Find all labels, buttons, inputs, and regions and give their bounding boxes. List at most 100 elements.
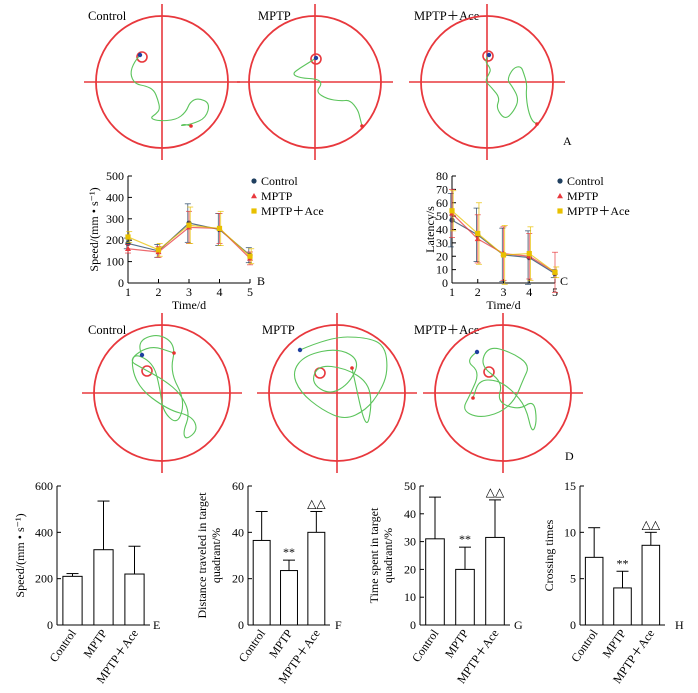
swim-path — [131, 335, 197, 439]
y-tick-label: 40 — [436, 223, 448, 237]
path-end-dot — [535, 122, 539, 126]
y-tick-label: 30 — [404, 535, 416, 549]
series-control — [447, 192, 558, 285]
path-start-dot — [297, 347, 303, 353]
y-axis-title-line: Distance traveled in target — [195, 492, 209, 619]
y-axis-title: Crossing times — [542, 519, 556, 591]
data-point — [526, 250, 532, 257]
platform-target — [136, 51, 148, 63]
pool-title: MPTP＋Ace — [414, 323, 480, 337]
pool-title: Control — [88, 323, 127, 337]
pool-title: MPTP — [258, 9, 291, 23]
significance-mark: △△ — [642, 517, 661, 531]
x-tick-label: 2 — [156, 285, 162, 299]
bar — [425, 538, 445, 626]
y-tick-label: 50 — [404, 479, 416, 493]
path-start-dot — [313, 55, 319, 61]
legend-entry: MPTP＋Ace — [261, 204, 324, 218]
bar — [584, 556, 604, 626]
y-tick-label: 15 — [564, 479, 576, 493]
panel-letter-d: D — [565, 449, 574, 463]
x-axis-title: Time/d — [486, 298, 520, 312]
y-axis-title: Latency/s — [423, 206, 437, 253]
significance-mark: ** — [459, 532, 471, 546]
swim-path — [130, 54, 210, 127]
y-axis-title: Time spent in targetquadrant/% — [367, 507, 395, 603]
x-tick-label: 2 — [475, 285, 481, 299]
data-point — [557, 193, 563, 199]
pool-D-3: MPTP＋Ace — [414, 313, 583, 473]
y-tick-label: 60 — [232, 479, 244, 493]
y-tick-label: 20 — [404, 562, 416, 576]
y-tick-label: 5 — [570, 572, 576, 586]
x-tick-label: 1 — [125, 285, 131, 299]
y-axis-title-line: Time spent in target — [367, 507, 381, 603]
swim-path — [485, 54, 538, 125]
significance-mark: △△ — [486, 485, 505, 499]
bar — [93, 549, 114, 626]
pool-A-2: MPTP — [237, 4, 393, 160]
x-tick-label: 1 — [449, 285, 455, 299]
data-point — [500, 252, 507, 258]
data-point — [155, 247, 162, 253]
y-tick-label: 200 — [35, 572, 53, 586]
x-axis-title: Time/d — [172, 298, 206, 312]
pool-A-3: MPTP＋Ace — [409, 4, 565, 160]
data-point — [186, 222, 192, 228]
y-axis-title: Distance traveled in targetquadrant/% — [195, 492, 223, 619]
y-tick-label: 50 — [436, 209, 448, 223]
series-mptp-ace — [449, 190, 560, 285]
y-tick-label: 10 — [404, 590, 416, 604]
panel-letter-f: F — [335, 618, 342, 632]
bar — [455, 568, 475, 626]
pool-title: MPTP＋Ace — [414, 9, 480, 23]
pool-title: MPTP — [262, 323, 295, 337]
x-tick-label: 3 — [186, 285, 192, 299]
path-end-dot — [471, 396, 475, 400]
panel-letter-h: H — [675, 618, 684, 632]
path-end-dot — [360, 124, 364, 128]
data-point — [552, 269, 558, 275]
bar — [485, 536, 505, 626]
data-point — [251, 208, 257, 214]
y-tick-label: 0 — [570, 618, 576, 632]
y-tick-label: 0 — [47, 618, 53, 632]
bar — [124, 573, 145, 626]
y-tick-label: 0 — [442, 276, 448, 290]
y-tick-label: 20 — [436, 249, 448, 263]
y-tick-label: 10 — [564, 525, 576, 539]
path-start-dot — [486, 52, 492, 58]
series-mptp — [125, 210, 253, 266]
y-tick-label: 40 — [404, 507, 416, 521]
chart-b: 0 100 200 300 400 500 1 2 3 4 5 Time/d Speed/(mm • s… — [87, 169, 324, 312]
swim-path — [293, 336, 388, 423]
panel-letter-e: E — [153, 618, 160, 632]
y-tick-label: 0 — [410, 618, 416, 632]
y-tick-label: 400 — [106, 190, 124, 204]
y-tick-label: 400 — [35, 525, 53, 539]
category-label: MPTP — [442, 626, 472, 660]
category-label: MPTP — [81, 626, 111, 660]
pool-title: Control — [88, 9, 127, 23]
y-tick-label: 100 — [106, 255, 124, 269]
x-tick-label: 4 — [526, 285, 532, 299]
data-point — [557, 208, 563, 214]
y-tick-label: 0 — [238, 618, 244, 632]
data-point — [216, 225, 223, 232]
y-tick-label: 40 — [232, 525, 244, 539]
legend-entry: MPTP＋Ace — [567, 204, 630, 218]
path-end-dot — [189, 124, 193, 128]
panel-letter-b: B — [257, 274, 265, 288]
path-end-dot — [350, 366, 354, 370]
x-tick-label: 4 — [217, 285, 223, 299]
data-point — [251, 193, 257, 199]
y-tick-label: 30 — [436, 236, 448, 250]
y-tick-label: 80 — [436, 169, 448, 183]
path-start-dot — [139, 352, 145, 358]
legend-entry: Control — [261, 174, 298, 188]
path-start-dot — [474, 349, 480, 355]
